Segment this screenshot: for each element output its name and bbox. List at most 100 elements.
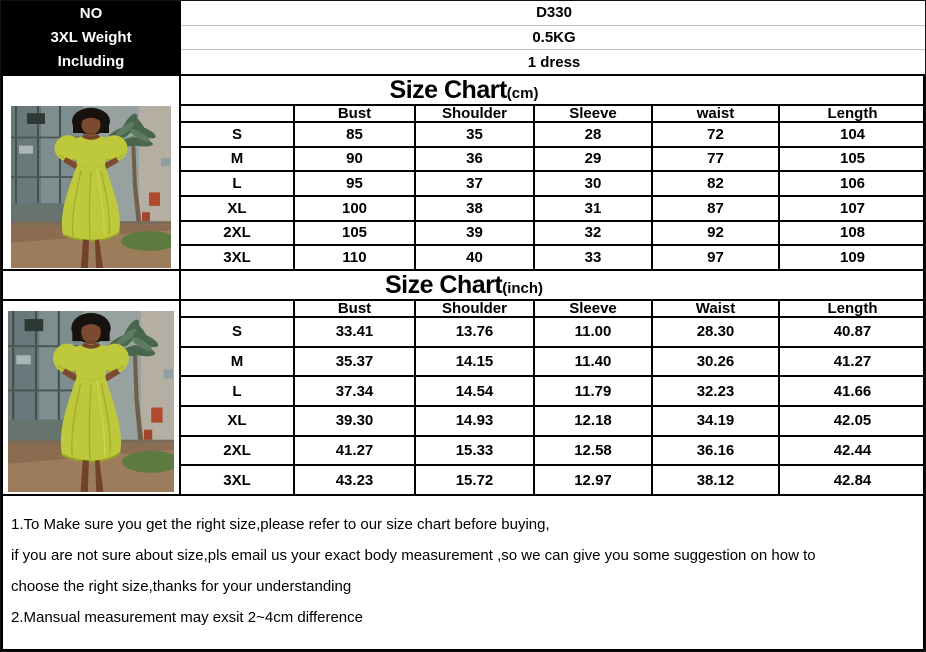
size-row: 3XL 43.23 15.72 12.97 38.12 42.84 bbox=[179, 464, 925, 496]
measurement-cell: 14.93 bbox=[414, 404, 535, 437]
measurement-cell: 28.30 bbox=[651, 316, 780, 348]
size-row: 2XL 105 39 32 92 108 bbox=[179, 219, 925, 247]
size-row: M 35.37 14.15 11.40 30.26 41.27 bbox=[179, 345, 925, 378]
measurement-cell: 39.30 bbox=[293, 404, 416, 437]
measurement-cell: 72 bbox=[651, 121, 780, 148]
measurement-cell: 104 bbox=[778, 121, 925, 148]
measurement-cell: 43.23 bbox=[293, 464, 416, 496]
column-header: Waist bbox=[651, 299, 780, 318]
measurement-cell: 12.97 bbox=[533, 464, 653, 496]
weight-label: 3XL Weight bbox=[50, 28, 132, 46]
column-header bbox=[179, 104, 295, 123]
size-label-cell: 3XL bbox=[179, 244, 295, 271]
column-header: Shoulder bbox=[414, 299, 535, 318]
measurement-cell: 87 bbox=[651, 194, 780, 222]
measurement-cell: 82 bbox=[651, 170, 780, 197]
measurement-cell: 34.19 bbox=[651, 404, 780, 437]
measurement-cell: 107 bbox=[778, 194, 925, 222]
measurement-cell: 11.00 bbox=[533, 316, 653, 348]
size-label-cell: XL bbox=[179, 404, 295, 437]
column-header: Length bbox=[778, 299, 925, 318]
size-label-cell: 2XL bbox=[179, 219, 295, 247]
measurement-cell: 109 bbox=[778, 244, 925, 271]
including-label: Including bbox=[57, 53, 125, 71]
measurement-cell: 108 bbox=[778, 219, 925, 247]
size-row: L 95 37 30 82 106 bbox=[179, 170, 925, 197]
column-header: Shoulder bbox=[414, 104, 535, 123]
column-header: waist bbox=[651, 104, 780, 123]
title-text: Size Chart bbox=[389, 76, 508, 104]
photo-cell-spacer bbox=[3, 271, 179, 301]
title-text: Size Chart bbox=[384, 271, 503, 299]
measurement-cell: 40.87 bbox=[778, 316, 925, 348]
column-header: Sleeve bbox=[533, 104, 653, 123]
sizing-notes: 1.To Make sure you get the right size,pl… bbox=[3, 494, 923, 649]
measurement-cell: 30 bbox=[533, 170, 653, 197]
size-table: Bust Shoulder Sleeve Waist Length S 33.41 13.76… bbox=[179, 299, 925, 496]
size-table: Bust Shoulder Sleeve waist Length S 85 35 28 72 10… bbox=[179, 104, 925, 271]
size-label-cell: 3XL bbox=[179, 464, 295, 496]
measurement-cell: 41.27 bbox=[778, 345, 925, 378]
size-row: XL 100 38 31 87 107 bbox=[179, 194, 925, 222]
measurement-cell: 12.58 bbox=[533, 434, 653, 467]
measurement-cell: 95 bbox=[293, 170, 416, 197]
measurement-cell: 36.16 bbox=[651, 434, 780, 467]
size-label-cell: XL bbox=[179, 194, 295, 222]
measurement-cell: 38 bbox=[414, 194, 535, 222]
measurement-cell: 42.84 bbox=[778, 464, 925, 496]
measurement-cell: 40 bbox=[414, 244, 535, 271]
product-photo-2 bbox=[8, 311, 174, 492]
size-label-cell: 2XL bbox=[179, 434, 295, 467]
measurement-cell: 28 bbox=[533, 121, 653, 148]
measurement-cell: 77 bbox=[651, 145, 780, 173]
measurement-cell: 85 bbox=[293, 121, 416, 148]
product-info-header: NO 3XL Weight Including D330 0.5KG 1 dre… bbox=[1, 1, 925, 74]
no-value: D330 bbox=[181, 1, 925, 26]
measurement-cell: 106 bbox=[778, 170, 925, 197]
size-chart-cm-table: Bust Shoulder Sleeve waist Length S 85 35 28 72 10… bbox=[179, 104, 925, 271]
measurement-cell: 13.76 bbox=[414, 316, 535, 348]
column-header: Length bbox=[778, 104, 925, 123]
measurement-cell: 90 bbox=[293, 145, 416, 173]
size-label-cell: L bbox=[179, 170, 295, 197]
info-value-column: D330 0.5KG 1 dress bbox=[181, 1, 925, 74]
size-row: S 85 35 28 72 104 bbox=[179, 121, 925, 148]
measurement-cell: 110 bbox=[293, 244, 416, 271]
info-label-column: NO 3XL Weight Including bbox=[1, 1, 181, 74]
measurement-cell: 11.40 bbox=[533, 345, 653, 378]
column-header bbox=[179, 299, 295, 318]
measurement-cell: 33.41 bbox=[293, 316, 416, 348]
measurement-cell: 14.15 bbox=[414, 345, 535, 378]
measurement-cell: 105 bbox=[778, 145, 925, 173]
note-line: 1.To Make sure you get the right size,pl… bbox=[11, 516, 550, 533]
measurement-cell: 30.26 bbox=[651, 345, 780, 378]
measurement-cell: 35 bbox=[414, 121, 535, 148]
size-row: 3XL 110 40 33 97 109 bbox=[179, 244, 925, 271]
header-row: Bust Shoulder Sleeve waist Length bbox=[179, 104, 925, 123]
note-line: choose the right size,thanks for your un… bbox=[11, 578, 352, 595]
size-label-cell: L bbox=[179, 375, 295, 407]
measurement-cell: 39 bbox=[414, 219, 535, 247]
column-header: Bust bbox=[293, 299, 416, 318]
weight-value: 0.5KG bbox=[181, 26, 925, 51]
measurement-cell: 92 bbox=[651, 219, 780, 247]
measurement-cell: 38.12 bbox=[651, 464, 780, 496]
size-label-cell: M bbox=[179, 345, 295, 378]
measurement-cell: 14.54 bbox=[414, 375, 535, 407]
size-row: M 90 36 29 77 105 bbox=[179, 145, 925, 173]
size-label-cell: S bbox=[179, 121, 295, 148]
size-chart-cm-title: Size Chart (cm) bbox=[3, 76, 925, 104]
column-header: Sleeve bbox=[533, 299, 653, 318]
size-label-cell: S bbox=[179, 316, 295, 348]
title-unit: (cm) bbox=[506, 85, 539, 102]
measurement-cell: 35.37 bbox=[293, 345, 416, 378]
measurement-cell: 31 bbox=[533, 194, 653, 222]
measurement-cell: 105 bbox=[293, 219, 416, 247]
column-header: Bust bbox=[293, 104, 416, 123]
measurement-cell: 32.23 bbox=[651, 375, 780, 407]
size-chart-inch-table: Bust Shoulder Sleeve Waist Length S 33.41 13.76… bbox=[179, 299, 925, 496]
size-row: S 33.41 13.76 11.00 28.30 40.87 bbox=[179, 316, 925, 348]
size-row: 2XL 41.27 15.33 12.58 36.16 42.44 bbox=[179, 434, 925, 467]
size-label-cell: M bbox=[179, 145, 295, 173]
